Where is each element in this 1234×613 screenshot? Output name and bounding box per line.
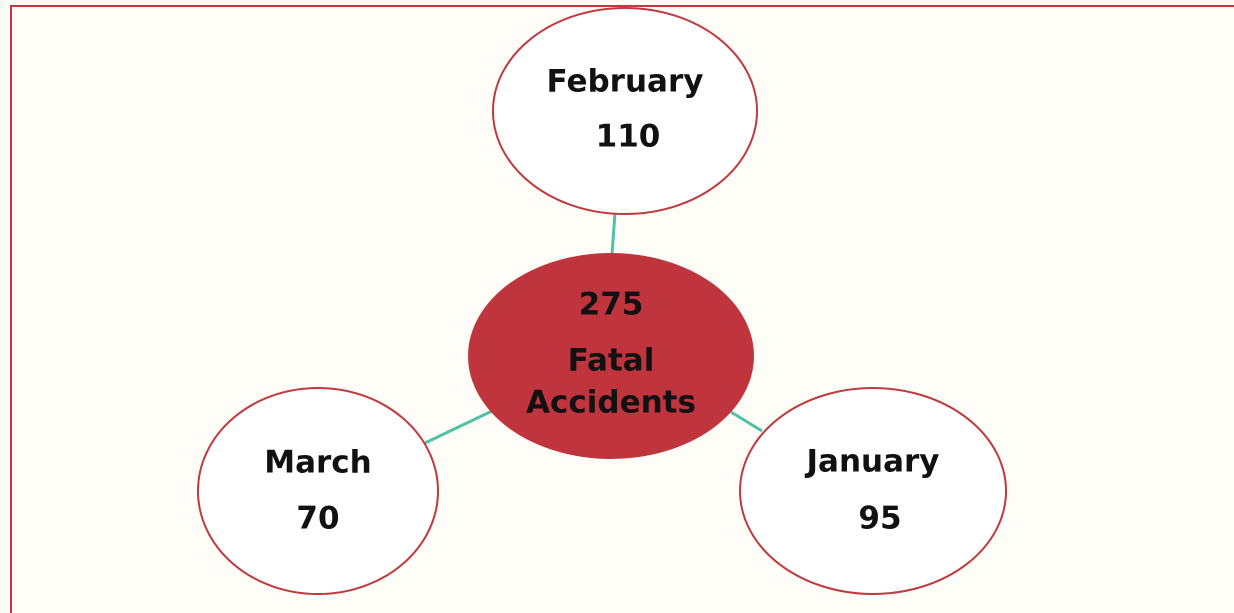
node-january xyxy=(739,387,1007,595)
node-march xyxy=(197,387,439,595)
connectors xyxy=(424,212,763,445)
connector xyxy=(610,212,617,255)
node-february xyxy=(492,7,758,215)
center-node xyxy=(468,253,754,459)
connector xyxy=(424,409,493,445)
center-label: Fatal xyxy=(568,343,655,379)
node-label: March xyxy=(264,445,372,481)
center-label: Accidents xyxy=(526,385,696,421)
node-value: 70 xyxy=(296,501,339,537)
node-value: 95 xyxy=(858,501,901,537)
connector xyxy=(730,410,763,433)
node-value: 110 xyxy=(596,119,661,155)
node-label: January xyxy=(804,444,939,480)
center-value: 275 xyxy=(579,287,644,323)
node-label: February xyxy=(547,64,704,100)
